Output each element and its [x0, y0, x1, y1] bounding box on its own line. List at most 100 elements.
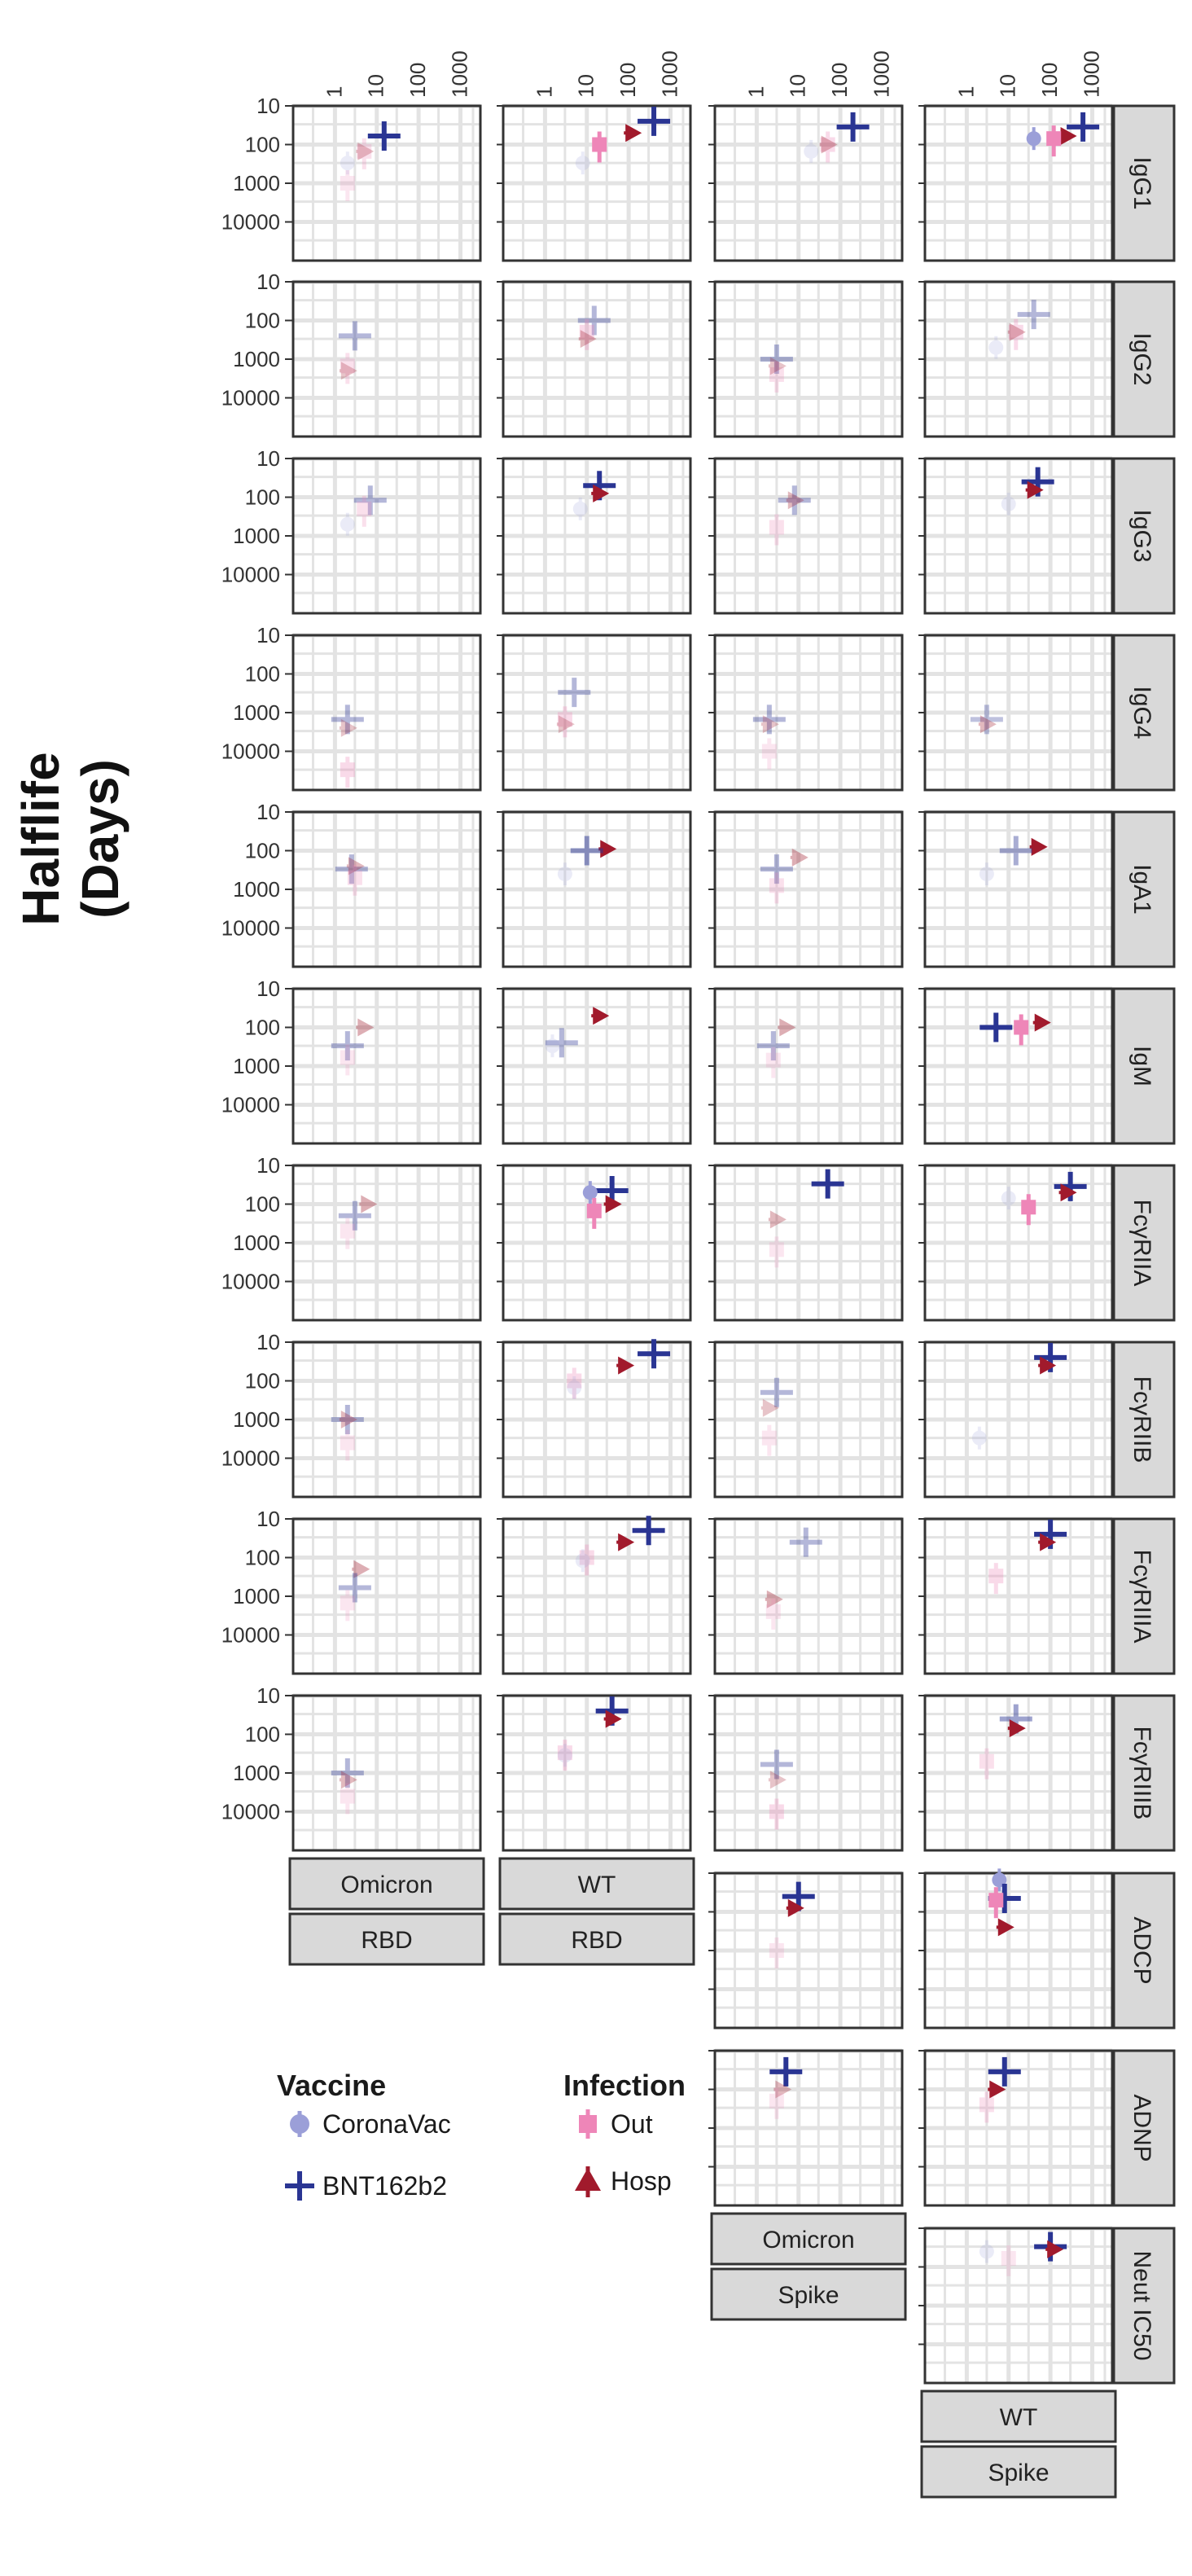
y-tick-label: 1000: [233, 1054, 280, 1078]
data-point-hosp: [556, 715, 575, 734]
y-tick-label: 1000: [233, 1761, 280, 1785]
y-tick-label: 10000: [221, 739, 280, 764]
data-point-hosp: [1032, 1013, 1051, 1032]
column-strip-variant: [288, 1857, 485, 1911]
facet-panel: ADCP: [918, 1868, 1176, 2030]
y-tick-label: 100: [245, 1369, 280, 1393]
row-strip: [1112, 2049, 1176, 2207]
row-strip-label: FcγRIIIA: [1128, 1549, 1155, 1643]
data-point-bnt162b2: [331, 1031, 364, 1061]
point-mark: [1001, 496, 1016, 511]
facet-panel: [708, 633, 904, 792]
y-axis-title-svg: Halflife (Days): [11, 752, 129, 925]
data-point-hosp: [339, 362, 357, 380]
data-point-out: [557, 706, 572, 738]
data-point-bnt162b2: [638, 106, 671, 136]
data-point-out: [340, 757, 355, 788]
column-strip-variant: [710, 2212, 907, 2266]
point-mark: [769, 520, 784, 535]
y-axis-title: Halflife (Days): [8, 627, 130, 1051]
x-tick-label: 1: [532, 86, 556, 98]
data-point-out: [586, 1197, 602, 1229]
x-tick-label: 1000: [447, 50, 471, 98]
point-mark: [340, 516, 355, 532]
point-mark: [340, 156, 355, 171]
point-mark: [357, 143, 372, 159]
y-tick-label: 1000: [233, 1231, 280, 1255]
row-strip-label: ADNP: [1128, 2094, 1155, 2161]
y-tick-label: 10: [256, 1330, 280, 1354]
data-point-hosp: [603, 1195, 622, 1213]
point-mark: [787, 491, 804, 510]
point-mark: [989, 2080, 1006, 2099]
data-point-hosp: [1045, 2240, 1064, 2258]
y-tick-label: 10000: [221, 563, 280, 587]
data-point-hosp: [786, 491, 804, 510]
facet-panel: [708, 1340, 904, 1499]
x-tick-label: 1000: [869, 50, 893, 98]
y-tick-label: 10: [256, 976, 280, 1001]
data-point-hosp: [616, 1533, 635, 1551]
facet-panel: [708, 810, 904, 968]
data-point-hosp: [988, 2080, 1006, 2099]
point-mark: [1009, 1719, 1026, 1738]
legend-vaccine-title: Vaccine: [277, 2069, 387, 2102]
point-mark: [979, 2244, 994, 2259]
legend-infection-title: Infection: [563, 2069, 686, 2102]
facet-panel: [497, 103, 692, 262]
data-point-hosp: [1007, 323, 1026, 341]
point-mark: [769, 357, 787, 375]
point-mark: [340, 358, 355, 374]
data-point-out: [1008, 318, 1023, 350]
y-tick-label: 100: [245, 309, 280, 333]
data-point-out: [592, 131, 607, 163]
data-point-hosp: [768, 1210, 787, 1229]
point-mark: [582, 1185, 598, 1200]
facet-panel: 10 100 1000 10000: [221, 623, 482, 792]
point-mark: [593, 1007, 610, 1025]
data-point-bnt162b2: [331, 704, 364, 735]
data-point-hosp: [356, 1018, 375, 1037]
point-mark: [1008, 324, 1023, 340]
data-point-out: [340, 1429, 355, 1461]
x-tick-label: 100: [405, 63, 430, 98]
facet-panel: [708, 279, 904, 438]
point-mark: [572, 501, 588, 516]
point-mark: [979, 867, 994, 882]
facet-panel: [497, 456, 692, 615]
point-mark: [1001, 1191, 1016, 1206]
data-point-bnt162b2: [769, 2056, 803, 2087]
y-tick-label: 100: [245, 839, 280, 863]
point-mark: [762, 715, 779, 734]
x-tick-label: 100: [827, 63, 852, 98]
row-strip-label: ADCP: [1128, 1916, 1155, 1984]
point-mark: [575, 1553, 590, 1569]
facet-panel: [497, 986, 692, 1145]
x-tick-label: 1: [322, 86, 346, 98]
data-point-bnt162b2: [811, 1169, 844, 1199]
data-point-bnt162b2: [331, 1758, 364, 1788]
data-point-out: [1014, 1014, 1029, 1046]
column-strip-variant: [498, 1857, 695, 1911]
facet-panel: IgM: [918, 986, 1176, 1145]
row-strip-label: FcγRIIB: [1128, 1376, 1155, 1464]
data-point-bnt162b2: [638, 1339, 671, 1369]
point-mark: [775, 2080, 792, 2099]
point-mark: [769, 1242, 784, 1257]
row-strip-label: FcγRIIA: [1128, 1200, 1155, 1287]
point-mark: [340, 1771, 357, 1789]
x-tick-label: 1: [743, 86, 768, 98]
point-mark: [769, 878, 784, 893]
facet-panel: [497, 1693, 692, 1852]
row-strip: [1112, 280, 1176, 438]
point-mark: [979, 1753, 994, 1769]
row-strip: [1112, 810, 1176, 968]
data-point-hosp: [778, 1018, 796, 1037]
data-point-coronavac: [979, 2240, 994, 2263]
data-point-hosp: [1058, 126, 1077, 145]
data-point-out: [579, 1544, 594, 1576]
data-point-coronavac: [572, 497, 588, 520]
legend-label-bnt162b2: BNT162b2: [322, 2170, 447, 2201]
y-tick-label: 10000: [221, 1623, 280, 1648]
point-mark: [340, 176, 355, 191]
